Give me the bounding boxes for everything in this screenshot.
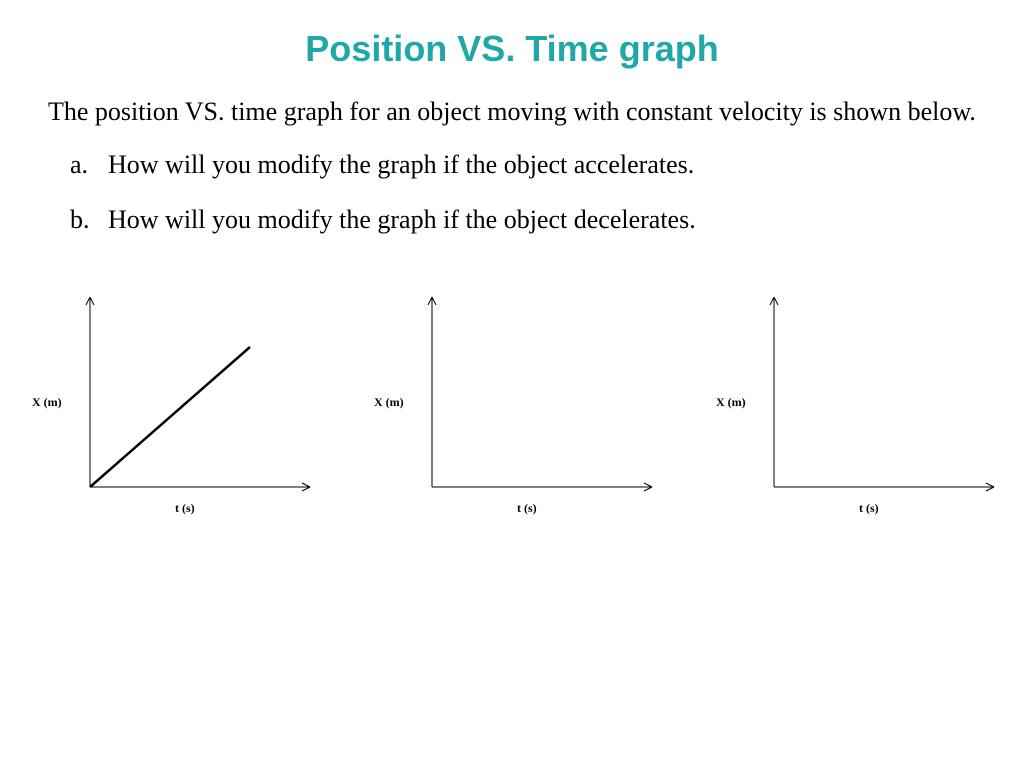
- list-marker-b: b.: [70, 202, 108, 237]
- y-axis-label: X (m): [32, 395, 62, 410]
- y-axis-label: X (m): [374, 395, 404, 410]
- list-text-b: How will you modify the graph if the obj…: [108, 202, 696, 237]
- list-text-a: How will you modify the graph if the obj…: [108, 147, 694, 182]
- list-marker-a: a.: [70, 147, 108, 182]
- question-list: a. How will you modify the graph if the …: [0, 129, 1024, 237]
- x-axis-label: t (s): [517, 501, 537, 516]
- graphs-row: X (m) t (s) X (m) t (s) X (m) t (s): [0, 257, 1024, 537]
- y-axis-label: X (m): [716, 395, 746, 410]
- graph-decelerates: X (m) t (s): [704, 287, 1004, 537]
- graph-constant-velocity: X (m) t (s): [20, 287, 320, 537]
- graph-accelerates: X (m) t (s): [362, 287, 662, 537]
- x-axis-label: t (s): [859, 501, 879, 516]
- list-item: b. How will you modify the graph if the …: [70, 202, 976, 237]
- x-axis-label: t (s): [175, 501, 195, 516]
- list-item: a. How will you modify the graph if the …: [70, 147, 976, 182]
- intro-text: The position VS. time graph for an objec…: [0, 70, 1024, 129]
- page-title: Position VS. Time graph: [0, 0, 1024, 70]
